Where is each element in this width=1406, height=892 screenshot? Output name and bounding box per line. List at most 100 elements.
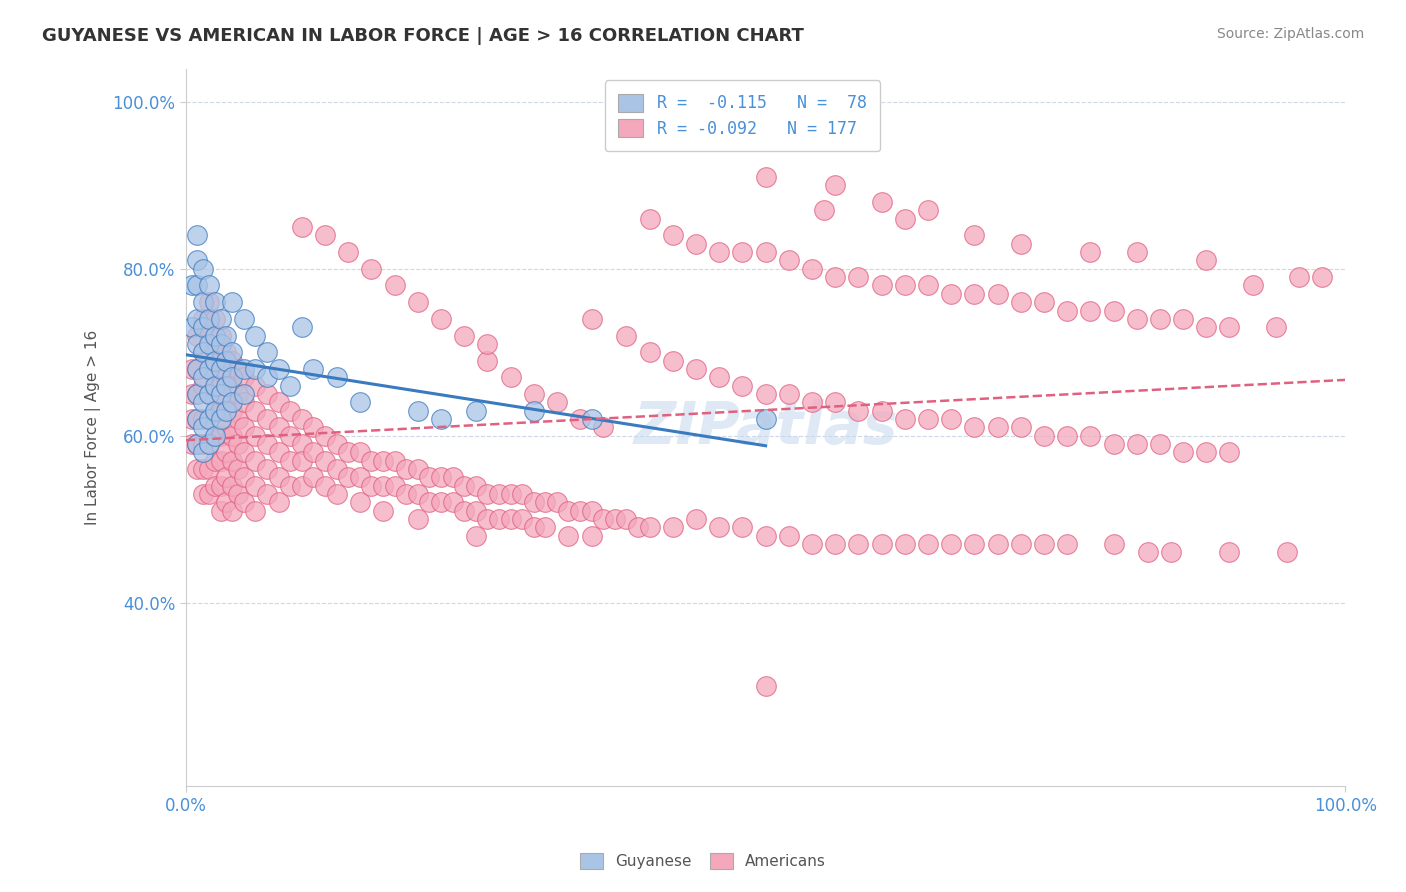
Point (349, 445, 371, 459)
Point (193, 370, 215, 384)
Point (1078, 245, 1101, 260)
Point (731, 378, 754, 392)
Point (848, 403, 870, 417)
Point (755, 679, 778, 693)
Point (221, 403, 243, 417)
Point (204, 345, 226, 359)
Point (662, 520, 685, 534)
Point (1010, 295, 1032, 310)
Point (616, 512, 638, 526)
Point (221, 395, 243, 409)
Point (256, 387, 278, 401)
Point (186, 362, 208, 376)
Point (453, 504, 475, 518)
Point (209, 337, 232, 351)
Point (267, 470, 290, 484)
Point (267, 362, 290, 376)
Point (709, 245, 731, 260)
Point (256, 345, 278, 359)
Point (186, 228, 208, 243)
Point (534, 495, 557, 509)
Point (488, 512, 510, 526)
Point (1171, 311, 1194, 326)
Point (813, 203, 835, 218)
Point (302, 362, 325, 376)
Point (193, 345, 215, 359)
Point (245, 378, 267, 392)
Point (1125, 245, 1147, 260)
Point (226, 437, 249, 451)
Point (917, 203, 939, 218)
Point (291, 437, 314, 451)
Point (204, 453, 226, 467)
Point (226, 487, 249, 501)
Point (870, 194, 893, 209)
Point (569, 412, 592, 426)
Point (245, 328, 267, 343)
Point (245, 362, 267, 376)
Point (314, 453, 336, 467)
Point (226, 362, 249, 376)
Point (581, 529, 603, 543)
Point (1125, 437, 1147, 451)
Point (371, 504, 394, 518)
Point (245, 403, 267, 417)
Point (441, 470, 464, 484)
Point (198, 412, 221, 426)
Point (824, 537, 846, 551)
Point (302, 445, 325, 459)
Point (193, 437, 215, 451)
Point (371, 479, 394, 493)
Point (267, 445, 290, 459)
Point (278, 378, 301, 392)
Point (941, 286, 963, 301)
Point (198, 278, 221, 293)
Point (430, 412, 453, 426)
Point (267, 420, 290, 434)
Point (406, 512, 429, 526)
Point (499, 370, 522, 384)
Point (894, 412, 917, 426)
Point (198, 328, 221, 343)
Point (256, 462, 278, 476)
Point (278, 479, 301, 493)
Point (546, 495, 568, 509)
Point (267, 495, 290, 509)
Point (221, 428, 243, 442)
Point (221, 345, 243, 359)
Point (198, 437, 221, 451)
Point (221, 479, 243, 493)
Point (510, 512, 533, 526)
Point (186, 387, 208, 401)
Point (1056, 303, 1078, 318)
Point (523, 387, 546, 401)
Point (464, 403, 486, 417)
Point (193, 412, 215, 426)
Point (215, 353, 238, 368)
Point (193, 345, 215, 359)
Point (1264, 320, 1286, 334)
Point (215, 445, 238, 459)
Point (232, 470, 254, 484)
Point (325, 462, 347, 476)
Point (209, 412, 232, 426)
Point (477, 353, 499, 368)
Point (499, 512, 522, 526)
Point (592, 420, 614, 434)
Point (1102, 437, 1125, 451)
Point (221, 504, 243, 518)
Point (215, 345, 238, 359)
Point (193, 487, 215, 501)
Point (523, 495, 546, 509)
Point (477, 487, 499, 501)
Point (395, 487, 418, 501)
Point (418, 495, 440, 509)
Point (557, 529, 579, 543)
Point (986, 537, 1008, 551)
Point (209, 353, 232, 368)
Point (204, 295, 226, 310)
Point (360, 479, 382, 493)
Point (204, 403, 226, 417)
Point (204, 428, 226, 442)
Point (245, 428, 267, 442)
